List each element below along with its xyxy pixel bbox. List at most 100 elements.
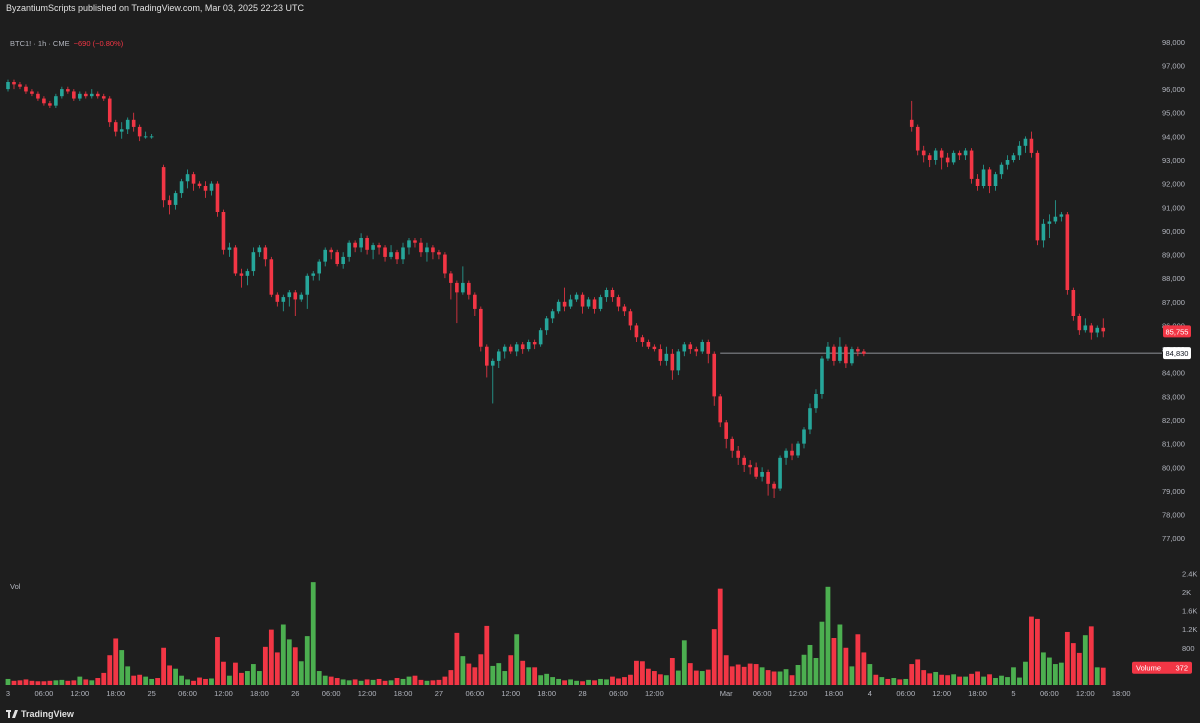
volume-bar [616, 678, 621, 685]
volume-bar [580, 681, 585, 685]
candle-body [449, 273, 453, 283]
volume-bar [532, 667, 538, 685]
price-tick-label: 78,000 [1162, 511, 1185, 520]
volume-bar [502, 671, 508, 685]
candle-body [736, 450, 740, 458]
candle-body [191, 174, 196, 184]
volume-bar [933, 671, 939, 685]
candle-body [125, 119, 130, 130]
volume-bar [669, 658, 675, 685]
symbol-legend[interactable]: BTC1! · 1h · CME −690 (−0.80%) [10, 39, 123, 48]
price-tick-label: 91,000 [1162, 203, 1185, 212]
volume-bar [239, 672, 244, 685]
candle-body [850, 349, 854, 364]
volume-bar [250, 664, 256, 685]
time-tick-label: 06:00 [609, 689, 628, 698]
candle-body [1023, 138, 1028, 146]
candle-body [1101, 327, 1106, 332]
price-tick-label: 96,000 [1162, 85, 1185, 94]
volume-bar [71, 680, 77, 685]
volume-bar [622, 677, 627, 685]
candle-body [269, 259, 274, 295]
price-tick-label: 84,000 [1162, 369, 1185, 378]
volume-bar [586, 679, 591, 685]
time-tick-label: 06:00 [753, 689, 772, 698]
candle-body [616, 297, 621, 307]
volume-bar [879, 677, 885, 685]
volume-bar [173, 668, 178, 685]
candlestick-chart[interactable]: 77,000 78,000 79,000 80,000 81,000 82,000 83,0… [0, 18, 1200, 705]
price-change: −690 (−0.80%) [73, 39, 124, 48]
candle-body [203, 186, 208, 191]
candle-body [526, 342, 531, 350]
tradingview-logo[interactable]: TradingView [6, 709, 74, 719]
candle-body [957, 152, 962, 156]
candle-body [479, 308, 483, 347]
volume-bar [227, 675, 232, 685]
volume-bar [41, 681, 47, 685]
candle-body [927, 155, 932, 160]
candle-body [24, 86, 28, 92]
volume-bar [562, 680, 568, 685]
volume-bar [107, 655, 113, 685]
candle-body [760, 472, 764, 477]
candle-body [12, 82, 16, 85]
volume-bar [945, 675, 951, 685]
candle-body [646, 342, 651, 347]
candle-body [550, 311, 555, 319]
volume-bar [687, 663, 693, 685]
volume-bar [759, 667, 765, 685]
candle-body [30, 91, 34, 94]
volume-bar [1052, 664, 1058, 685]
time-tick-label: 26 [291, 689, 299, 698]
volume-bar [334, 678, 340, 685]
chart-area[interactable]: 77,000 78,000 79,000 80,000 81,000 82,000 83,0… [0, 18, 1200, 705]
candle-body [712, 353, 717, 397]
volume-bar [903, 678, 909, 685]
candle-body [598, 297, 603, 309]
candle-body [173, 193, 178, 205]
candle-body [239, 273, 244, 276]
volume-bar [47, 680, 53, 685]
tradingview-brand-text: TradingView [21, 709, 74, 719]
volume-bar [651, 671, 657, 685]
time-tick-label: 06:00 [35, 689, 54, 698]
candle-body [377, 245, 381, 248]
candle-body [1041, 223, 1046, 241]
candle-body [1095, 327, 1100, 333]
candle-body [353, 242, 357, 248]
volume-bar [53, 680, 59, 685]
candle-body [514, 344, 519, 352]
volume-bar [777, 671, 783, 685]
time-tick-label: 3 [6, 689, 10, 698]
volume-bar [681, 640, 687, 685]
volume-bar [221, 661, 226, 685]
volume-bar [1094, 667, 1100, 685]
time-tick-label: 12:00 [214, 689, 233, 698]
volume-tick-label: 1.6K [1182, 607, 1197, 616]
volume-bar [819, 621, 825, 685]
time-tick-label: 18:00 [537, 689, 556, 698]
candle-body [562, 301, 567, 307]
candle-body [89, 93, 94, 97]
candle-body [179, 181, 184, 194]
volume-bar [544, 673, 550, 685]
volume-bar [131, 675, 137, 685]
time-tick-label: 12:00 [70, 689, 89, 698]
volume-bar [203, 678, 208, 685]
volume-bar [155, 678, 161, 685]
volume-bar [113, 638, 119, 685]
time-tick-label: 4 [868, 689, 872, 698]
time-tick-label: 12:00 [789, 689, 808, 698]
candle-body [921, 150, 926, 156]
candle-body [592, 299, 597, 309]
candle-body [502, 346, 507, 352]
candle-body [532, 342, 537, 345]
price-tick-label: 90,000 [1162, 227, 1185, 236]
candle-body [1017, 145, 1022, 156]
candle-body [574, 294, 579, 300]
volume-bar [29, 680, 35, 685]
candle-body [149, 136, 154, 138]
candle-body [622, 306, 627, 312]
candle-body [981, 169, 986, 186]
